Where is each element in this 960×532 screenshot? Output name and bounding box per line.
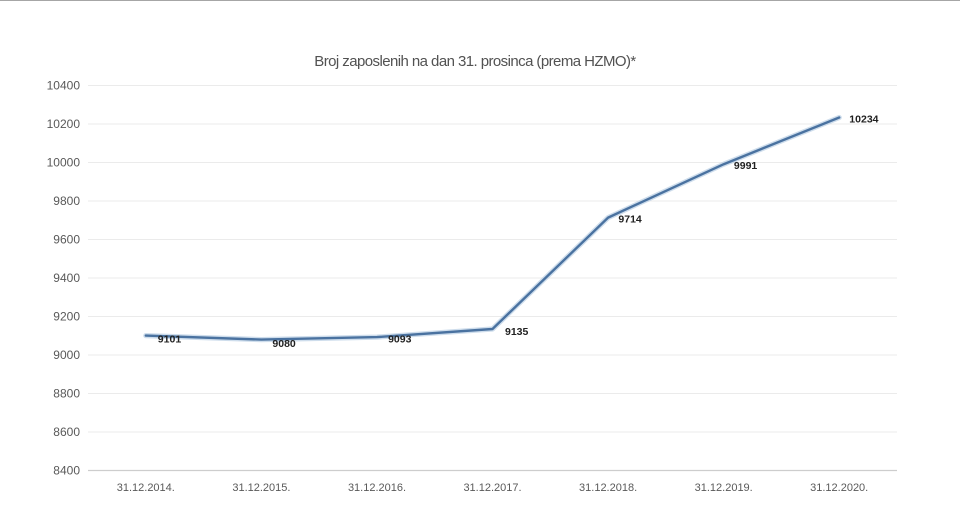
svg-text:8600: 8600 [53,425,80,439]
svg-text:31.12.2019.: 31.12.2019. [695,482,753,494]
svg-text:9093: 9093 [388,333,412,345]
svg-text:10200: 10200 [47,117,81,131]
svg-text:9000: 9000 [53,348,80,362]
svg-text:31.12.2015.: 31.12.2015. [232,482,290,494]
svg-text:8800: 8800 [53,387,80,401]
svg-text:9991: 9991 [734,160,758,172]
svg-text:10400: 10400 [47,79,81,93]
svg-text:9800: 9800 [53,194,80,208]
svg-text:10000: 10000 [47,156,81,170]
svg-text:9135: 9135 [505,326,529,338]
svg-text:9714: 9714 [618,214,642,226]
svg-text:31.12.2017.: 31.12.2017. [463,482,521,494]
svg-text:31.12.2020.: 31.12.2020. [810,482,868,494]
svg-text:Broj zaposlenih na dan 31. pro: Broj zaposlenih na dan 31. prosinca (pre… [314,53,636,70]
svg-text:31.12.2014.: 31.12.2014. [117,482,175,494]
svg-text:31.12.2016.: 31.12.2016. [348,482,406,494]
svg-text:9200: 9200 [53,310,80,324]
svg-text:8400: 8400 [53,464,80,478]
svg-text:9080: 9080 [272,338,296,350]
svg-text:9101: 9101 [158,334,182,346]
svg-text:9600: 9600 [53,233,80,247]
svg-text:31.12.2018.: 31.12.2018. [579,482,637,494]
svg-text:10234: 10234 [849,113,878,125]
svg-text:9400: 9400 [53,271,80,285]
